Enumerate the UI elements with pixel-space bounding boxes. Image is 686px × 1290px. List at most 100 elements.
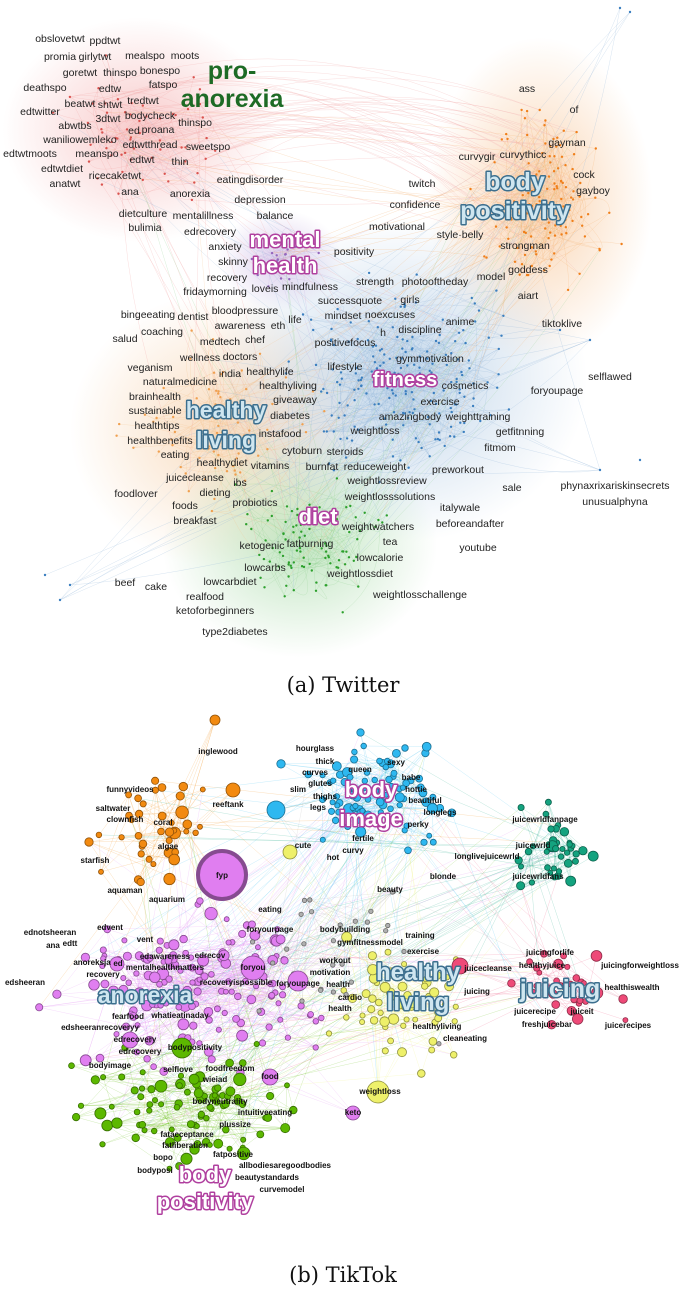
edge: [144, 958, 286, 1129]
edge: [333, 469, 601, 474]
edge: [381, 251, 536, 350]
edge: [431, 348, 499, 375]
edge: [390, 970, 443, 1012]
edge: [293, 557, 339, 568]
edge: [533, 211, 541, 222]
edge: [532, 977, 577, 994]
node: [359, 807, 366, 814]
node: [270, 259, 273, 262]
node: [559, 846, 566, 853]
node: [557, 853, 565, 860]
hashtag-label: eating: [161, 449, 190, 461]
node: [368, 908, 374, 914]
edge: [511, 983, 552, 1025]
node: [555, 868, 563, 875]
node: [217, 424, 220, 428]
hashtag-label: positivity: [334, 246, 375, 258]
edge: [275, 809, 368, 923]
edge: [118, 959, 149, 1040]
node: [222, 988, 229, 995]
hashtag-label: hourglass: [296, 744, 335, 753]
node: [416, 783, 425, 792]
edge: [368, 321, 488, 383]
node: [403, 822, 410, 829]
node: [207, 388, 211, 391]
node: [346, 773, 354, 781]
hashtag-label: curvy: [342, 846, 364, 855]
edge: [299, 983, 391, 1042]
edge: [392, 327, 419, 443]
hashtag-label: bodyimage: [89, 1061, 132, 1070]
node: [477, 309, 481, 312]
node: [565, 209, 568, 213]
edge: [95, 1079, 230, 1149]
edge: [380, 762, 383, 802]
hashtag-label: edrecovery: [114, 1035, 157, 1044]
edge: [337, 210, 567, 383]
edge: [206, 137, 455, 437]
edge: [282, 539, 358, 562]
edge: [243, 389, 252, 438]
node: [237, 434, 241, 437]
edge: [431, 851, 529, 1051]
node: [212, 450, 215, 453]
edge: [355, 921, 379, 1003]
node: [162, 386, 165, 390]
edge: [362, 1011, 443, 1016]
node: [395, 378, 399, 381]
edge: [528, 851, 580, 1004]
edge: [299, 536, 347, 552]
edge: [517, 213, 529, 276]
hashtag-label: healthyliving: [413, 1022, 462, 1031]
community-label: health: [253, 253, 318, 278]
node: [111, 1117, 123, 1129]
edge: [130, 137, 420, 385]
node: [530, 843, 537, 850]
hashtag-label: coaching: [141, 326, 183, 338]
node: [391, 455, 395, 458]
node: [353, 425, 356, 428]
edge: [198, 805, 434, 971]
edge: [557, 188, 600, 250]
node: [324, 542, 327, 545]
node: [287, 360, 290, 363]
edge: [329, 431, 464, 464]
hashtag-label: ibs: [233, 477, 246, 489]
edge: [372, 969, 437, 976]
node: [418, 372, 421, 375]
node: [356, 337, 359, 341]
node: [101, 131, 104, 134]
node: [388, 357, 391, 360]
edge: [520, 130, 564, 265]
edge: [390, 970, 427, 983]
edge: [288, 512, 365, 577]
edge: [529, 197, 596, 205]
node: [298, 546, 302, 550]
node: [417, 1069, 426, 1078]
node: [374, 998, 383, 1007]
node: [486, 381, 489, 384]
edge: [531, 220, 573, 267]
edge: [122, 171, 228, 439]
community-label: juicing: [519, 975, 601, 1003]
edge: [403, 797, 433, 799]
edge: [88, 840, 170, 843]
edge: [328, 340, 437, 464]
node: [155, 416, 158, 420]
edge: [234, 138, 508, 471]
node: [407, 466, 410, 469]
hashtag-label: successquote: [318, 295, 382, 307]
edge: [129, 983, 273, 1041]
edge: [138, 798, 560, 872]
edge: [534, 189, 580, 200]
edge: [215, 410, 223, 469]
node: [84, 837, 94, 847]
hashtag-label: wellness: [179, 352, 220, 364]
edge: [107, 1125, 170, 1169]
edge: [532, 814, 547, 847]
hashtag-label: bulimia: [128, 222, 161, 234]
node: [284, 1082, 290, 1089]
edge: [251, 246, 296, 265]
node: [298, 911, 304, 917]
edge: [140, 789, 234, 883]
